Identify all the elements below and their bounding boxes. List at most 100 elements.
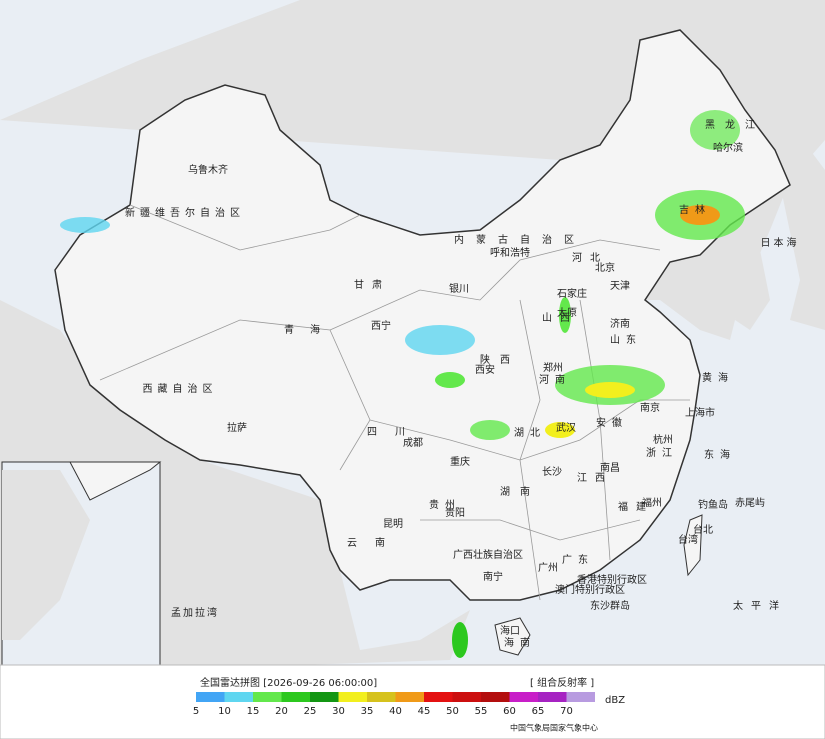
legend-swatch <box>367 692 396 702</box>
place-label: 拉萨 <box>227 421 247 434</box>
place-label: 广西壮族自治区 <box>453 548 523 561</box>
legend-swatch <box>538 692 567 702</box>
place-label: 呼和浩特 <box>490 247 530 259</box>
place-label: 昆明 <box>383 518 403 530</box>
legend-swatch <box>481 692 510 702</box>
place-label: 杭州 <box>653 433 673 446</box>
place-label: 福州 <box>642 496 662 509</box>
place-label: 江西 <box>577 472 613 484</box>
place-label: 陕西 <box>480 353 520 366</box>
place-label: 西安 <box>475 363 495 376</box>
place-label: 浙江 <box>646 447 678 459</box>
place-label: 河南 <box>539 373 571 386</box>
china-land <box>54 29 791 601</box>
place-label: 长沙 <box>542 466 562 478</box>
legend-tick: 10 <box>218 706 231 717</box>
place-label: 南宁 <box>483 570 503 583</box>
legend-tick: 50 <box>446 706 459 717</box>
legend-tick: 60 <box>503 706 516 717</box>
place-label: 青海 <box>284 323 336 336</box>
source: 中国气象局国家气象中心 <box>510 723 598 733</box>
place-label: 重庆 <box>450 455 470 468</box>
place-label: 福建 <box>618 500 654 513</box>
place-label: 天津 <box>610 280 630 292</box>
inset-land <box>2 470 90 640</box>
legend-tick: 55 <box>475 706 488 717</box>
place-label: 东海 <box>704 448 736 461</box>
legend-swatch <box>452 692 481 702</box>
legend-tick: 45 <box>418 706 431 717</box>
legend-swatch <box>566 692 595 702</box>
place-label: 海南 <box>504 636 536 649</box>
legend-tick: 25 <box>304 706 317 717</box>
place-label: 香港特别行政区 <box>577 573 647 586</box>
hainan <box>494 617 531 656</box>
place-label: 山东 <box>610 333 642 346</box>
place-label: 石家庄 <box>557 287 587 300</box>
place-label: 郑州 <box>543 361 563 374</box>
legend-swatch <box>224 692 253 702</box>
legend-tick: 20 <box>275 706 288 717</box>
place-label: 贵阳 <box>445 506 465 519</box>
unit: dBZ <box>605 695 625 706</box>
place-label: 广东 <box>562 553 594 566</box>
place-label: 成都 <box>403 437 423 449</box>
legend-swatch <box>253 692 282 702</box>
japan <box>775 150 825 330</box>
place-label: 太平洋 <box>733 599 787 612</box>
place-label: 新疆维吾尔自治区 <box>125 206 245 219</box>
place-label: 甘肃 <box>354 278 390 291</box>
place-label: 日本海 <box>761 236 800 249</box>
province-borders <box>99 204 690 601</box>
legend-swatch <box>310 692 339 702</box>
legend-tick: 5 <box>193 706 199 717</box>
place-label: 太原 <box>557 306 577 319</box>
place-label: 钓鱼岛 <box>698 498 728 511</box>
place-label: 南昌 <box>600 461 620 474</box>
place-label: 内蒙古自治区 <box>454 233 586 246</box>
product: [ 组合反射率 ] <box>530 676 594 689</box>
place-label: 广州 <box>538 562 558 574</box>
place-label: 上海市 <box>685 406 715 419</box>
place-label: 哈尔滨 <box>713 141 743 154</box>
place-label: 武汉 <box>556 421 576 434</box>
radar-echoes <box>60 110 745 658</box>
place-label: 山西 <box>542 312 578 324</box>
legend-tick: 30 <box>332 706 345 717</box>
place-label: 济南 <box>610 317 630 330</box>
place-label: 河北 <box>572 252 608 264</box>
legend-swatch <box>338 692 367 702</box>
legend-tick: 65 <box>532 706 545 717</box>
place-label: 安徽 <box>596 416 628 429</box>
legend-tick: 15 <box>247 706 260 717</box>
place-label: 孟加拉湾 <box>171 606 219 619</box>
legend-swatch <box>395 692 424 702</box>
place-label: 东沙群岛 <box>590 599 630 612</box>
legend-swatch <box>509 692 538 702</box>
inset-china <box>2 461 162 501</box>
place-label: 西藏自治区 <box>143 382 218 395</box>
legend-swatch <box>424 692 453 702</box>
place-label: 海口 <box>500 624 520 637</box>
place-label: 西宁 <box>371 319 391 332</box>
place-label: 湖北 <box>514 427 546 439</box>
place-label: 乌鲁木齐 <box>188 163 228 176</box>
legend-swatch <box>281 692 310 702</box>
taiwan <box>683 514 703 577</box>
place-label: 黑龙江 <box>705 118 765 131</box>
place-label: 吉林 <box>679 203 711 216</box>
title: 全国雷达拼图 [2026-09-26 06:00:00] <box>200 676 377 689</box>
place-label: 台北 <box>693 523 713 536</box>
legend-swatch <box>196 692 225 702</box>
place-label: 北京 <box>595 261 615 274</box>
place-label: 湖南 <box>500 485 540 498</box>
place-label: 澳门特别行政区 <box>555 583 625 596</box>
legend-tick: 70 <box>560 706 573 717</box>
place-label: 银川 <box>449 282 469 295</box>
place-label: 四川 <box>367 427 423 438</box>
legend-tick: 35 <box>361 706 374 717</box>
place-label: 黄海 <box>702 371 734 384</box>
place-label: 南京 <box>640 401 660 414</box>
legend-tick: 40 <box>389 706 402 717</box>
